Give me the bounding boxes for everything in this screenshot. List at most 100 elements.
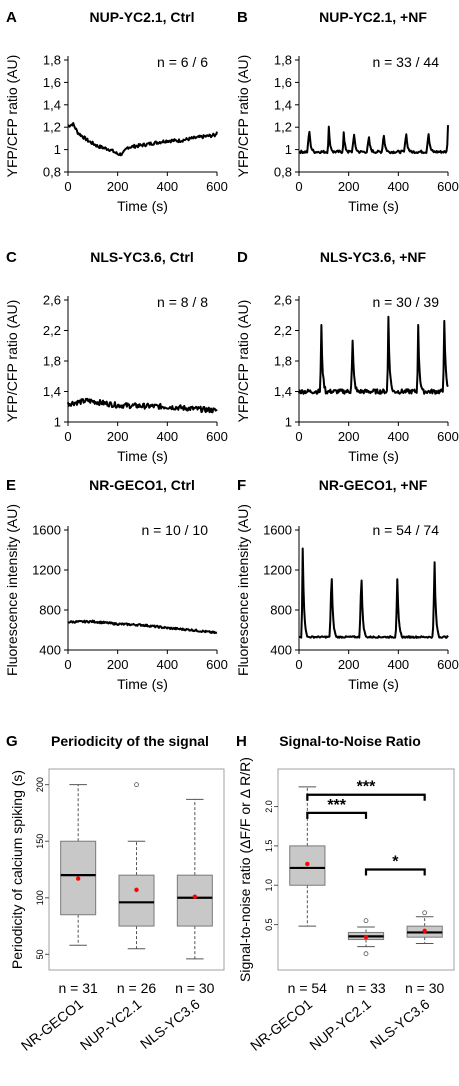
x-tick-label: 400 <box>387 179 409 194</box>
y-tick-label: 200 <box>35 777 45 792</box>
panel-label: D <box>237 249 248 266</box>
plot-frame <box>48 768 225 971</box>
x-axis-title: Time (s) <box>117 448 168 464</box>
y-tick-label: 100 <box>35 890 45 905</box>
x-tick-label: 0 <box>295 429 302 444</box>
x-tick-label: 0 <box>295 657 302 672</box>
panel-title: NR-GECO1, Ctrl <box>89 477 195 493</box>
panel-title: NUP-YC2.1, Ctrl <box>89 9 194 25</box>
y-axis-title: Signal-to-noise ratio (ΔF/F or Δ R/R) <box>237 757 253 982</box>
x-tick-label: 600 <box>206 429 228 444</box>
n-count-label: n = 31 <box>59 980 99 996</box>
y-tick-label: 1.5 <box>264 840 274 853</box>
x-axis-title: Time (s) <box>117 198 168 214</box>
box-iqr <box>176 874 213 927</box>
x-tick-label: 400 <box>387 429 409 444</box>
box-mean-point <box>305 861 310 867</box>
x-tick-label: 400 <box>156 429 178 444</box>
y-tick-label: 1,8 <box>274 53 292 68</box>
y-tick-label: 1,4 <box>43 384 61 399</box>
category-label: NLS-YC3.6 <box>137 996 203 1052</box>
category-label: NLS-YC3.6 <box>367 996 433 1052</box>
x-tick-label: 400 <box>387 657 409 672</box>
plot-frame <box>277 768 455 971</box>
panel-title: NUP-YC2.1, +NF <box>319 9 427 25</box>
y-tick-label: 1200 <box>32 563 61 578</box>
y-tick-label: 1600 <box>263 523 292 538</box>
y-tick-label: 2,2 <box>43 323 61 338</box>
y-tick-label: 1,2 <box>43 120 61 135</box>
x-tick-label: 0 <box>64 429 71 444</box>
significance-label: * <box>392 854 399 871</box>
n-count-label: n = 54 <box>288 980 328 996</box>
panel-title: Signal-to-Noise Ratio <box>279 733 421 749</box>
y-axis-title: Fluorescence intensity (AU) <box>4 504 20 676</box>
y-tick-label: 2,6 <box>43 293 61 308</box>
y-tick-label: 400 <box>39 643 61 658</box>
panel-label: C <box>6 249 17 266</box>
y-tick-label: 1,8 <box>43 53 61 68</box>
y-axis-title: YFP/CFP ratio (AU) <box>235 300 251 423</box>
x-tick-label: 0 <box>64 179 71 194</box>
n-annotation: n = 33 / 44 <box>372 54 439 70</box>
panel-label: G <box>6 733 18 750</box>
significance-label: *** <box>327 797 346 814</box>
panel-title: NR-GECO1, +NF <box>319 477 428 493</box>
category-label: NUP-YC2.1 <box>306 996 374 1054</box>
data-trace <box>67 397 218 414</box>
y-tick-label: 1,6 <box>274 75 292 90</box>
n-count-label: n = 30 <box>405 980 445 996</box>
x-tick-label: 200 <box>107 657 129 672</box>
x-tick-label: 200 <box>338 657 360 672</box>
box-outlier <box>422 910 428 916</box>
y-tick-label: 1 <box>54 142 61 157</box>
y-axis-title: YFP/CFP ratio (AU) <box>4 55 20 178</box>
y-tick-label: 1200 <box>263 563 292 578</box>
x-axis-title: Time (s) <box>117 676 168 692</box>
significance-bracket <box>306 793 426 801</box>
y-tick-label: 1600 <box>32 523 61 538</box>
n-count-label: n = 26 <box>117 980 157 996</box>
n-count-label: n = 33 <box>346 980 386 996</box>
x-axis-title: Time (s) <box>348 676 399 692</box>
panel-label: E <box>6 477 16 494</box>
box-outlier <box>363 918 369 924</box>
significance-label: *** <box>357 779 376 796</box>
x-tick-label: 200 <box>107 179 129 194</box>
box-mean-point <box>363 934 369 940</box>
n-annotation: n = 6 / 6 <box>157 54 208 70</box>
y-axis-title: Fluorescence intensity (AU) <box>235 504 251 676</box>
category-label: NUP-YC2.1 <box>77 996 145 1054</box>
x-tick-label: 600 <box>437 657 459 672</box>
x-tick-label: 400 <box>156 179 178 194</box>
x-tick-label: 200 <box>107 429 129 444</box>
y-tick-label: 800 <box>270 603 292 618</box>
data-trace <box>298 315 449 395</box>
panel-label: A <box>6 9 17 26</box>
y-tick-label: 1,4 <box>274 97 292 112</box>
data-trace <box>67 619 218 635</box>
y-tick-label: 1,4 <box>274 384 292 399</box>
y-tick-label: 400 <box>270 643 292 658</box>
y-tick-label: 50 <box>35 949 45 959</box>
significance-bracket <box>364 868 426 876</box>
x-tick-label: 0 <box>64 657 71 672</box>
y-tick-label: 150 <box>35 834 45 849</box>
y-tick-label: 1 <box>285 142 292 157</box>
x-axis-title: Time (s) <box>348 198 399 214</box>
y-tick-label: 1,6 <box>43 75 61 90</box>
panel-title: NLS-YC3.6, Ctrl <box>90 249 193 265</box>
x-tick-label: 600 <box>206 179 228 194</box>
x-tick-label: 600 <box>206 657 228 672</box>
y-tick-label: 800 <box>39 603 61 618</box>
y-tick-label: 1 <box>54 415 61 430</box>
category-label: NR-GECO1 <box>247 996 315 1054</box>
box-mean-point <box>192 894 198 899</box>
box-outlier <box>134 782 139 788</box>
panel-title: NLS-YC3.6, +NF <box>320 249 427 265</box>
box-iqr <box>118 874 155 927</box>
y-tick-label: 2,6 <box>274 293 292 308</box>
y-axis-title: YFP/CFP ratio (AU) <box>4 300 20 423</box>
y-tick-label: 1.0 <box>264 879 274 892</box>
